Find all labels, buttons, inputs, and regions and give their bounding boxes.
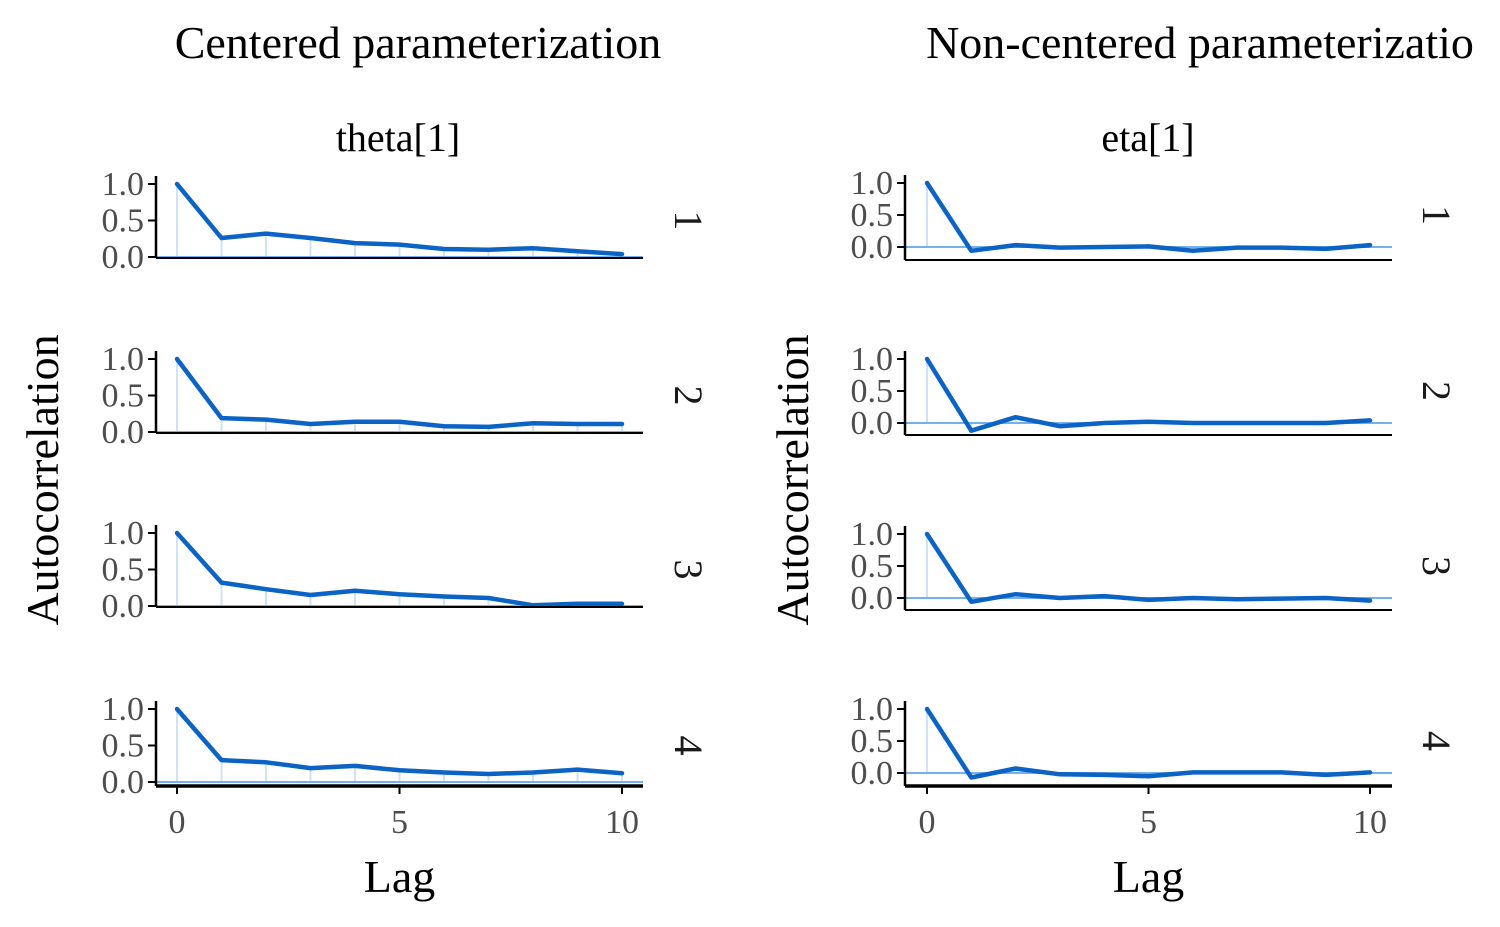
panel-1: Centered parameterization theta[1] Autocor… bbox=[17, 17, 711, 902]
acf-line bbox=[924, 531, 1373, 605]
y-tick-label: 0.0 bbox=[102, 414, 145, 451]
x-tick-label: 0 bbox=[919, 804, 936, 841]
y-tick-label: 1.0 bbox=[102, 691, 145, 728]
y-tick-label: 1.0 bbox=[851, 516, 894, 553]
panel-title: Non-centered parameterizatio bbox=[926, 17, 1474, 68]
acf-line bbox=[174, 181, 625, 257]
acf-line bbox=[924, 180, 1373, 254]
x-tick-label: 10 bbox=[605, 804, 639, 841]
chain-label: 1 bbox=[1414, 205, 1459, 225]
chain-label: 3 bbox=[1414, 556, 1459, 576]
chain-label: 1 bbox=[666, 211, 711, 231]
y-tick-label: 0.5 bbox=[102, 203, 145, 240]
y-tick-label: 0.5 bbox=[851, 723, 894, 760]
facet-chain-1: 0.00.51.0 1 bbox=[851, 165, 1459, 266]
facet-chain-1: 0.00.51.0 1 bbox=[102, 166, 711, 276]
y-tick-label: 0.5 bbox=[102, 728, 145, 765]
y-tick-label: 1.0 bbox=[102, 515, 145, 552]
y-tick-label: 0.5 bbox=[851, 197, 894, 234]
chain-label: 2 bbox=[1414, 381, 1459, 401]
y-tick-label: 0.5 bbox=[102, 552, 145, 589]
panel-title: Centered parameterization bbox=[175, 17, 662, 68]
panel-2: Non-centered parameterizatio eta[1] Autoco… bbox=[767, 17, 1474, 902]
x-tick-label: 0 bbox=[169, 804, 186, 841]
chain-label: 4 bbox=[666, 736, 711, 756]
y-tick-label: 0.0 bbox=[102, 588, 145, 625]
y-tick-label: 1.0 bbox=[102, 166, 145, 203]
y-tick-label: 0.0 bbox=[851, 580, 894, 617]
chain-label: 2 bbox=[666, 386, 711, 406]
y-axis-label: Autocorrelation bbox=[767, 334, 818, 625]
acf-line bbox=[174, 530, 625, 608]
y-tick-label: 1.0 bbox=[102, 341, 145, 378]
facet-label: theta[1] bbox=[336, 115, 460, 160]
chain-label: 3 bbox=[666, 560, 711, 580]
y-tick-label: 0.0 bbox=[102, 239, 145, 276]
facet-label: eta[1] bbox=[1101, 115, 1194, 160]
facet-chain-3: 0.00.51.0 3 bbox=[102, 515, 711, 625]
facet-chain-2: 0.00.51.0 2 bbox=[851, 341, 1459, 442]
acf-line bbox=[174, 706, 625, 777]
y-tick-label: 1.0 bbox=[851, 165, 894, 202]
facet-chain-4: 0.00.51.0 4 0 5 10 bbox=[851, 691, 1459, 841]
y-tick-label: 0.0 bbox=[851, 405, 894, 442]
x-tick-label: 5 bbox=[391, 804, 408, 841]
y-tick-label: 0.5 bbox=[851, 548, 894, 585]
facet-chain-2: 0.00.51.0 2 bbox=[102, 341, 711, 451]
facet-chain-4: 0.00.51.0 4 0 5 10 bbox=[102, 691, 711, 841]
acf-line bbox=[924, 356, 1373, 433]
x-tick-label: 5 bbox=[1140, 804, 1157, 841]
y-tick-label: 0.5 bbox=[102, 378, 145, 415]
y-tick-label: 0.0 bbox=[102, 764, 145, 801]
acf-line bbox=[924, 706, 1373, 780]
acf-line bbox=[174, 356, 625, 430]
y-tick-label: 0.5 bbox=[851, 373, 894, 410]
chain-label: 4 bbox=[1414, 731, 1459, 751]
x-axis-label: Lag bbox=[364, 851, 436, 902]
y-tick-label: 0.0 bbox=[851, 755, 894, 792]
facet-chain-3: 0.00.51.0 3 bbox=[851, 516, 1459, 617]
x-tick-label: 10 bbox=[1353, 804, 1387, 841]
x-axis-label: Lag bbox=[1113, 851, 1185, 902]
y-tick-label: 0.0 bbox=[851, 229, 894, 266]
y-tick-label: 1.0 bbox=[851, 341, 894, 378]
y-tick-label: 1.0 bbox=[851, 691, 894, 728]
y-axis-label: Autocorrelation bbox=[17, 334, 68, 625]
